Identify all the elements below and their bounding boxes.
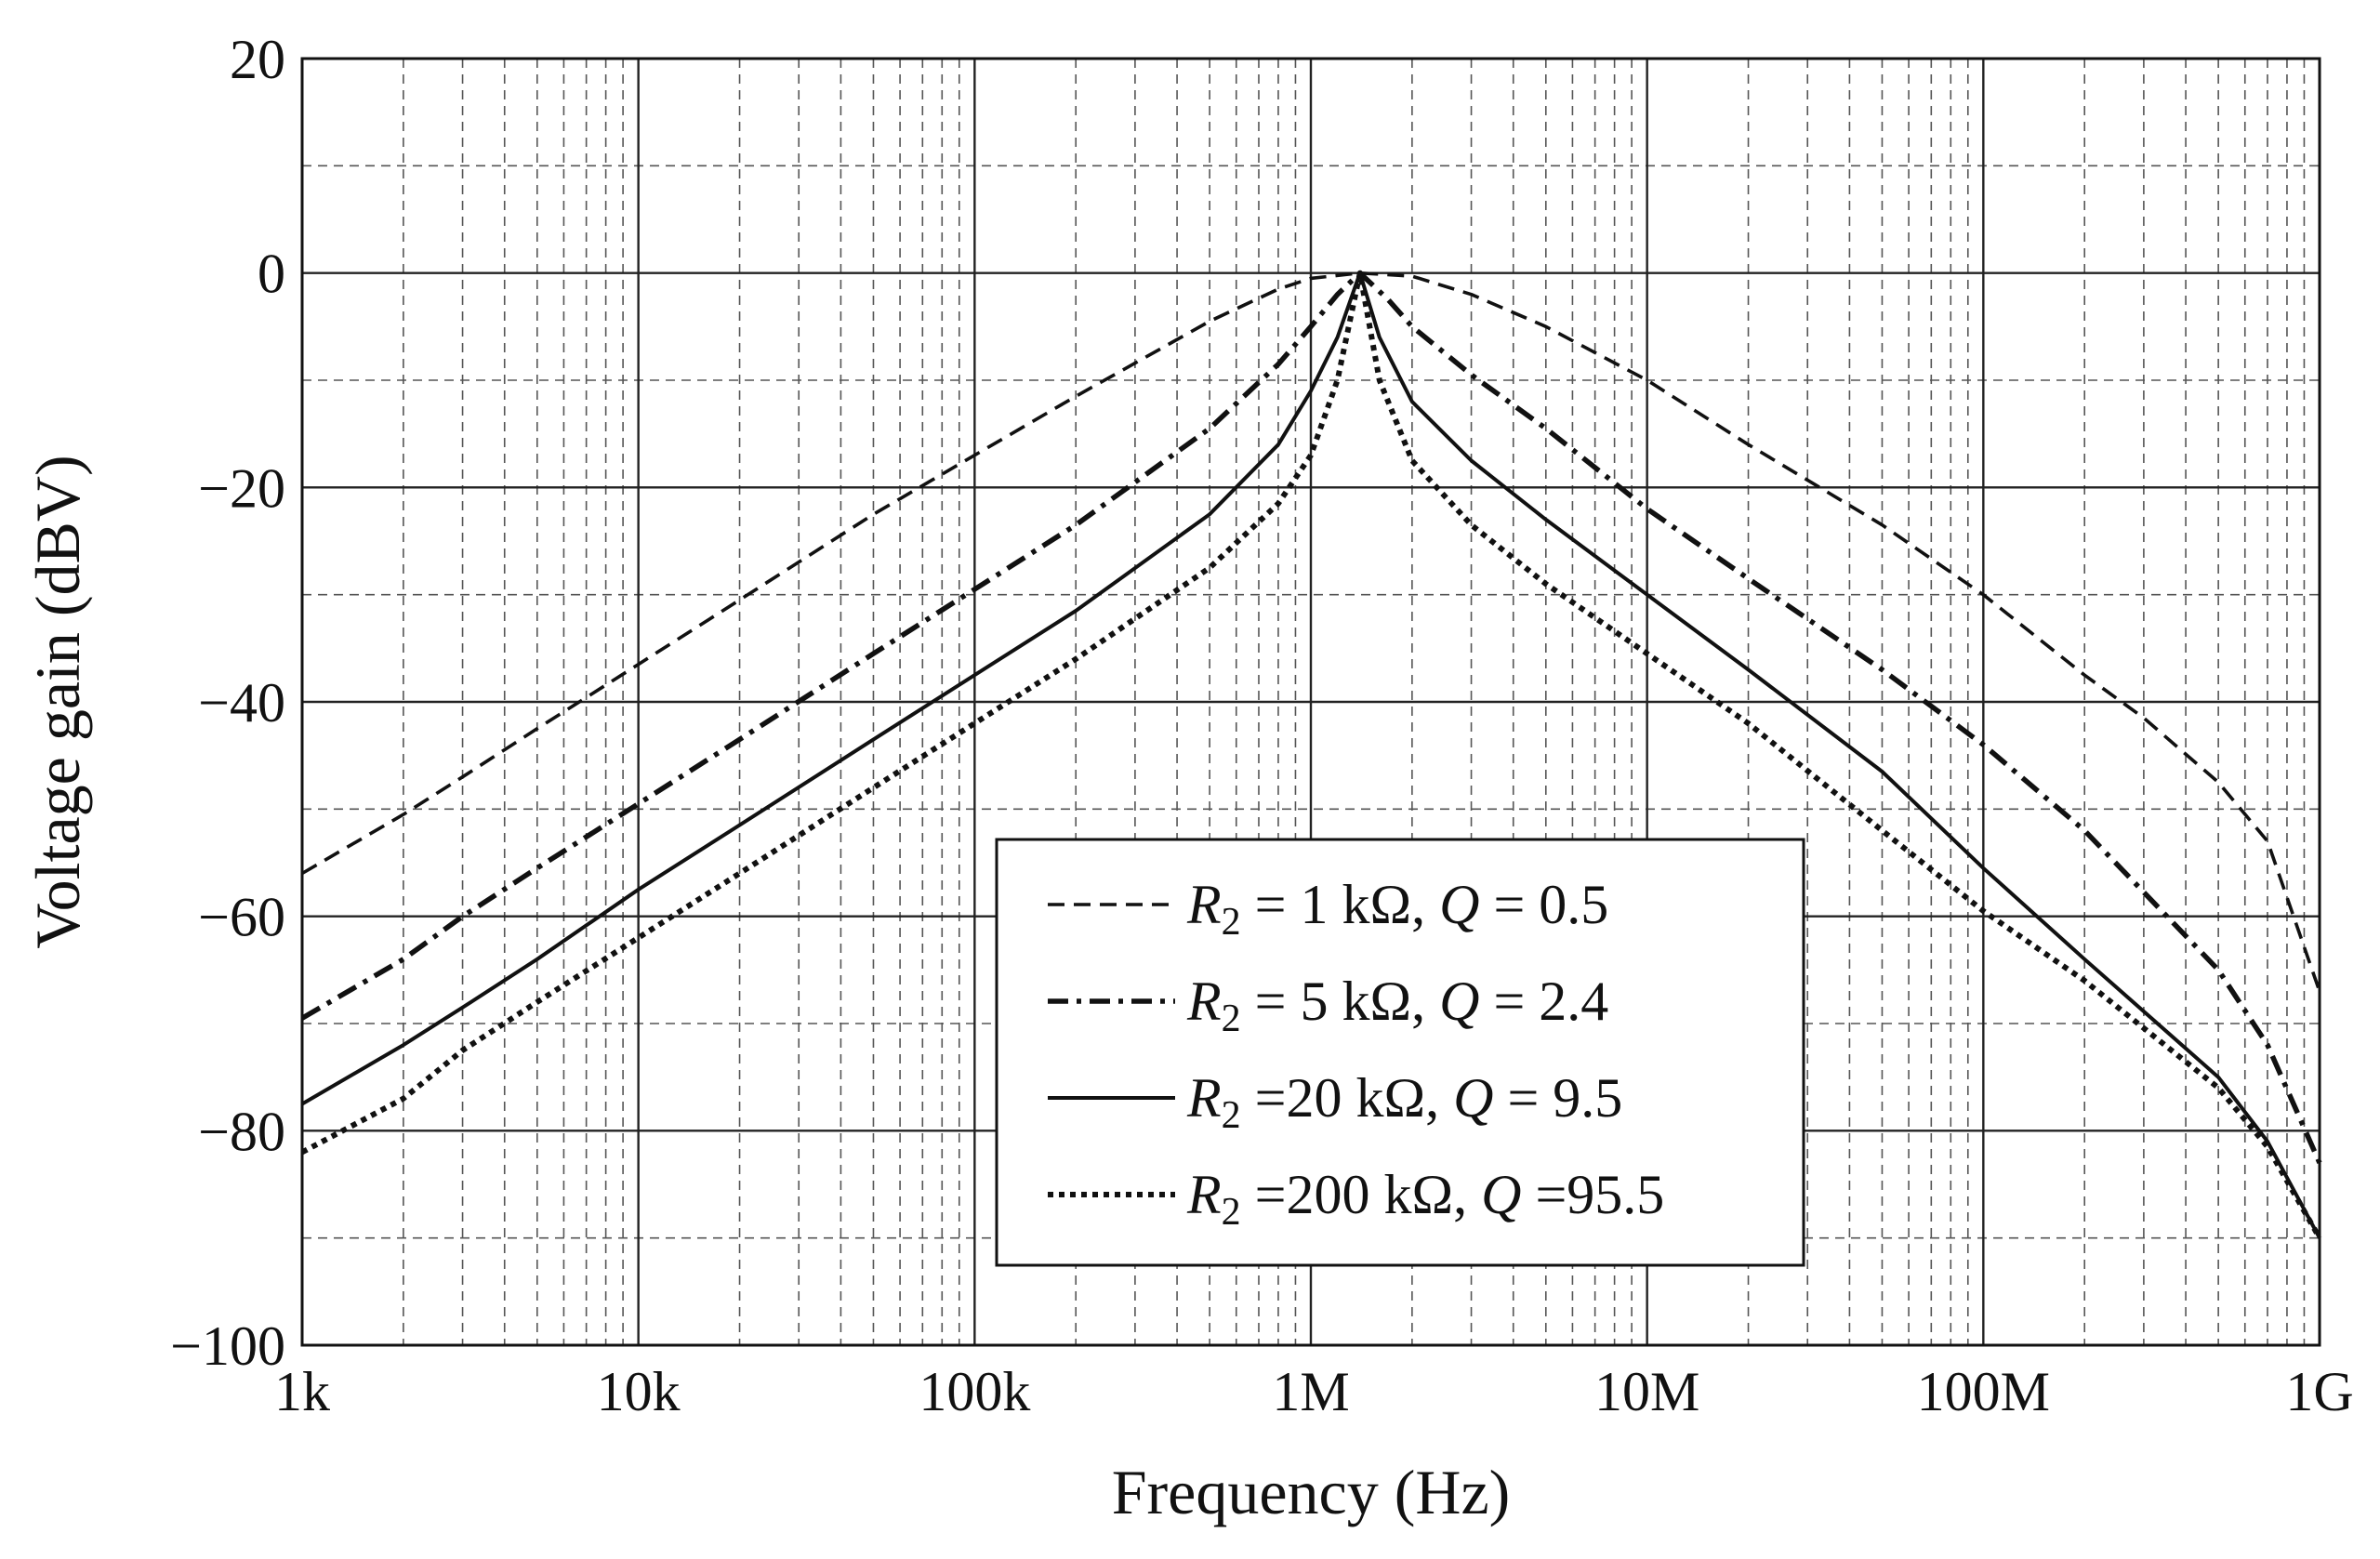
x-tick-label: 1M <box>1272 1361 1349 1422</box>
legend-label-2: R2 = 5 kΩ, Q = 2.4 <box>1186 971 1608 1040</box>
x-tick-label: 1k <box>274 1361 330 1422</box>
y-tick-label: 20 <box>230 29 285 90</box>
series-line-2 <box>300 270 2322 1165</box>
series-line-3 <box>300 271 2321 1239</box>
legend-items: R2 = 1 kΩ, Q = 0.5 R2 = 5 kΩ, Q = 2.4 R2 =… <box>1048 874 1664 1234</box>
x-tick-label: 10M <box>1594 1361 1699 1422</box>
x-tick-label: 10k <box>597 1361 681 1422</box>
plot-frame <box>300 57 2321 1347</box>
y-tick-label: −40 <box>198 672 285 733</box>
series-line-1 <box>301 271 2321 992</box>
legend-label-3: R2 =20 kΩ, Q = 9.5 <box>1186 1067 1622 1137</box>
y-axis-title: Voltage gain (dBV) <box>22 455 93 948</box>
series-line-4 <box>300 270 2322 1240</box>
x-axis-title: Frequency (Hz) <box>1112 1457 1511 1527</box>
y-tick-label: −60 <box>198 887 285 948</box>
y-tick-label: −80 <box>198 1101 285 1162</box>
tick-layer: 1k 10k 100k 1M 10M 100M 1G 20 0 −20 −40 −60 −80 −100 <box>170 29 2354 1422</box>
legend-label-1: R2 = 1 kΩ, Q = 0.5 <box>1186 874 1608 944</box>
x-tick-label: 1G <box>2285 1361 2353 1422</box>
x-tick-label: 100M <box>1917 1361 2050 1422</box>
y-tick-label: 0 <box>258 244 285 305</box>
legend: R2 = 1 kΩ, Q = 0.5 R2 = 5 kΩ, Q = 2.4 R2 =… <box>995 838 1805 1267</box>
grid-layer <box>300 57 2321 1347</box>
y-tick-label: −100 <box>170 1315 285 1377</box>
x-tick-label: 100k <box>919 1361 1030 1422</box>
legend-label-4: R2 =200 kΩ, Q =95.5 <box>1186 1164 1664 1234</box>
y-tick-label: −20 <box>198 457 285 519</box>
series-layer <box>300 270 2322 1240</box>
